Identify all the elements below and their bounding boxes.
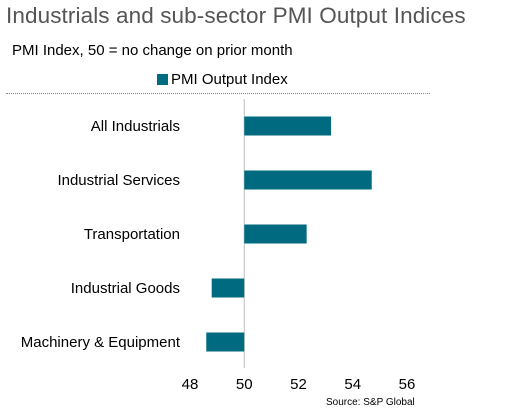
- x-tick-label: 52: [290, 376, 307, 393]
- category-label: Transportation: [84, 226, 180, 243]
- x-tick-label: 50: [236, 376, 253, 393]
- bar: [206, 332, 245, 352]
- bar: [244, 170, 372, 190]
- bar: [244, 116, 332, 136]
- legend: PMI Output Index: [157, 71, 288, 88]
- source-note: Source: S&P Global: [326, 397, 415, 408]
- chart-title: Industrials and sub-sector PMI Output In…: [6, 3, 466, 28]
- category-label: Machinery & Equipment: [21, 334, 181, 351]
- category-label: Industrial Goods: [71, 280, 180, 297]
- divider-line: [6, 93, 430, 94]
- x-tick-label: 56: [399, 376, 416, 393]
- bar: [211, 278, 245, 298]
- chart-subtitle: PMI Index, 50 = no change on prior month: [12, 42, 293, 59]
- x-tick-label: 54: [344, 376, 361, 393]
- legend-swatch: [157, 74, 168, 85]
- bar: [244, 224, 307, 244]
- x-tick-label: 48: [182, 376, 199, 393]
- category-label: Industrial Services: [57, 172, 180, 189]
- legend-label: PMI Output Index: [171, 71, 288, 88]
- category-label: All Industrials: [91, 118, 180, 135]
